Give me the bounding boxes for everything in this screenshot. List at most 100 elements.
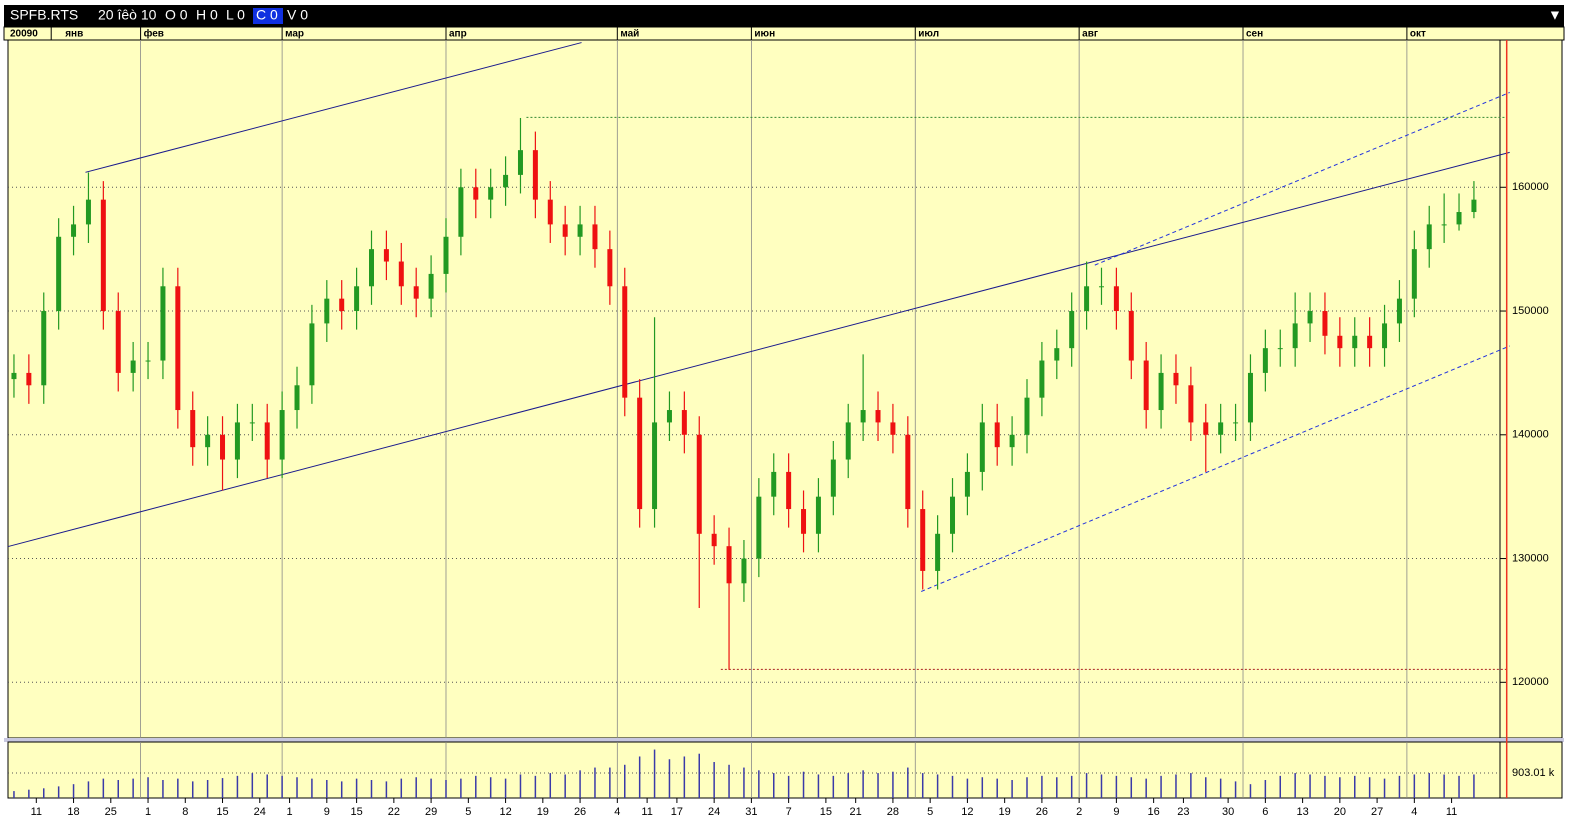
- candle-body: [175, 286, 181, 411]
- field: V 0: [287, 7, 308, 23]
- x-tick-label: 8: [182, 806, 188, 818]
- candle-body: [935, 533, 941, 571]
- field: H 0: [196, 7, 218, 23]
- candle-body: [503, 174, 509, 188]
- candle-body: [741, 558, 747, 584]
- candle-body: [562, 224, 568, 237]
- candle-body: [324, 298, 330, 324]
- candle-body: [1203, 422, 1209, 435]
- x-tick-label: 19: [537, 806, 549, 818]
- candle-body: [1367, 335, 1373, 349]
- x-tick-label: 26: [574, 806, 586, 818]
- candle-body: [1024, 397, 1030, 435]
- x-tick-label: 28: [887, 806, 899, 818]
- x-tick-label: июл: [918, 29, 939, 40]
- candle-body: [458, 187, 464, 237]
- x-tick-label: 15: [820, 806, 832, 818]
- candle-body: [369, 249, 375, 287]
- date: 20 îêò 10: [98, 7, 157, 23]
- candle-body: [860, 410, 866, 423]
- price-axis: [1499, 39, 1563, 739]
- candle-body: [264, 422, 270, 460]
- x-tick-label: 5: [465, 806, 471, 818]
- x-tick-label: 26: [1036, 806, 1048, 818]
- trend-line: [85, 42, 582, 173]
- candle-body: [979, 422, 985, 472]
- candle-body: [1173, 372, 1179, 386]
- candle-body: [1292, 323, 1298, 349]
- x-tick-label: 15: [350, 806, 362, 818]
- x-tick-label: 29: [425, 806, 437, 818]
- symbol: SPFB.RTS: [10, 7, 78, 23]
- candle-body: [771, 471, 777, 497]
- candle-body: [801, 509, 807, 534]
- candle-body: [413, 286, 419, 299]
- candle-body: [1456, 212, 1462, 225]
- x-tick-label: июн: [754, 29, 775, 40]
- candle-body: [726, 546, 732, 584]
- candle-body: [1247, 372, 1253, 423]
- candle-body: [130, 360, 136, 373]
- candle-body: [160, 286, 166, 361]
- candle-body: [532, 150, 538, 200]
- candle-body: [547, 199, 553, 225]
- x-tick-label: 5: [927, 806, 933, 818]
- x-tick-label: 4: [614, 806, 620, 818]
- candle-body: [890, 422, 896, 435]
- x-tick-label: 12: [499, 806, 511, 818]
- candle-body: [1233, 422, 1239, 424]
- candle-body: [830, 459, 836, 497]
- x-tick-label: 1: [145, 806, 151, 818]
- candle-body: [383, 249, 389, 262]
- candle-body: [294, 385, 300, 411]
- candle-body: [1218, 422, 1224, 435]
- y-tick-label: 150000: [1512, 305, 1549, 317]
- x-tick-label: 17: [671, 806, 683, 818]
- y-tick-label: 160000: [1512, 181, 1549, 193]
- candle-body: [652, 422, 658, 510]
- candle-body: [1322, 311, 1328, 336]
- candle-body: [398, 261, 404, 287]
- candle-body: [1128, 311, 1134, 361]
- candle-body: [443, 236, 449, 274]
- y-tick-label: 140000: [1512, 429, 1549, 441]
- x-tick-label: фев: [144, 28, 164, 40]
- candle-body: [1098, 286, 1104, 288]
- candle-body: [1337, 335, 1343, 349]
- candle-body: [517, 150, 523, 175]
- x-tick-label: 24: [254, 806, 266, 818]
- separator: [4, 738, 1564, 742]
- x-tick-label: 15: [216, 806, 228, 818]
- candle-body: [950, 496, 956, 534]
- x-tick-label: авг: [1082, 29, 1098, 40]
- candle-body: [1009, 434, 1015, 448]
- candle-body: [964, 471, 970, 497]
- candle-body: [711, 533, 717, 547]
- trend-line: [1094, 91, 1510, 266]
- candle-body: [1471, 199, 1477, 213]
- x-tick-label: 1: [287, 806, 293, 818]
- x-tick-label: май: [620, 29, 639, 40]
- x-tick-label: 9: [324, 806, 330, 818]
- x-tick-label: 21: [850, 806, 862, 818]
- x-tick-label: 11: [641, 806, 652, 818]
- x-tick-label: 13: [1296, 806, 1308, 818]
- candle-body: [41, 311, 47, 386]
- x-tick-label: 27: [1371, 806, 1383, 818]
- x-tick-label: 25: [105, 806, 117, 818]
- menu-button[interactable]: ▼: [1548, 7, 1562, 23]
- candle-body: [339, 298, 345, 312]
- candle-body: [845, 422, 851, 460]
- candle-body: [696, 434, 702, 534]
- x-tick-label: 11: [1446, 806, 1457, 818]
- candle-body: [1382, 323, 1388, 349]
- x-tick-label: 23: [1177, 806, 1189, 818]
- candle-body: [1113, 286, 1119, 312]
- x-tick-label: 2: [1076, 806, 1082, 818]
- candle-body: [115, 311, 121, 373]
- candle-body: [637, 397, 643, 510]
- candle-body: [666, 410, 672, 423]
- x-tick-label: 19: [999, 806, 1011, 818]
